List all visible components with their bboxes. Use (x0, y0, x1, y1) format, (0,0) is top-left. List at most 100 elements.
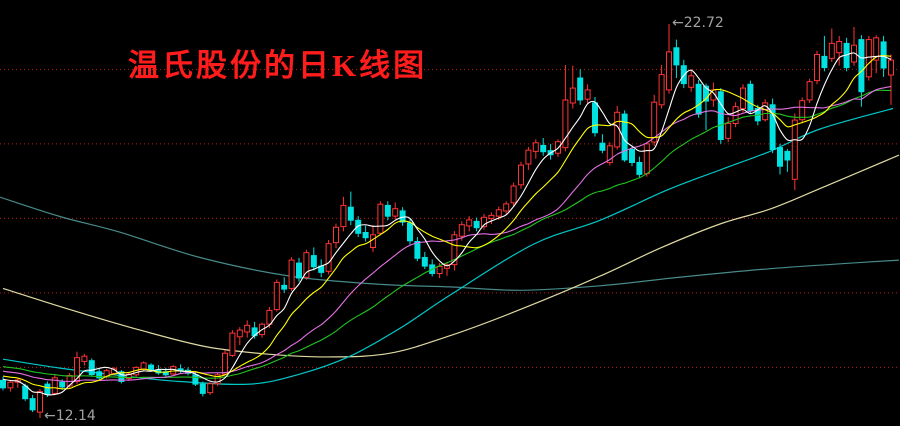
candle-down (703, 85, 709, 102)
ma-line-MA120 (2, 154, 900, 358)
candle-up (518, 164, 524, 186)
candle-down (355, 219, 362, 234)
candle-up (451, 234, 458, 266)
candle-down (858, 39, 865, 93)
candle-up (584, 89, 591, 100)
candle-down (407, 222, 413, 242)
candle-up (214, 374, 221, 385)
candle-up (170, 366, 177, 375)
candle-up (791, 119, 798, 180)
candle-up (333, 226, 339, 244)
candle-down (118, 371, 125, 382)
candle-up (229, 332, 236, 356)
ma-line-MA5 (2, 52, 892, 396)
candle-up (828, 42, 835, 59)
candle-up (495, 209, 502, 217)
candle-up (481, 216, 487, 228)
ma-line-MA60 (2, 107, 894, 386)
candle-down (673, 47, 680, 66)
candle-down (747, 83, 754, 111)
candle-up (273, 281, 280, 311)
candle-up (865, 39, 872, 78)
candle-up (303, 252, 310, 278)
candle-up (888, 59, 894, 76)
candle-up (836, 41, 843, 54)
candle-down (414, 241, 421, 259)
candle-down (59, 381, 66, 388)
candle-up (643, 143, 650, 175)
candle-down (680, 65, 687, 85)
candle-up (266, 309, 273, 325)
candle-down (310, 255, 317, 268)
candle-up (569, 87, 576, 104)
candle-up (377, 203, 384, 234)
candle-down (88, 360, 95, 376)
candle-down (192, 374, 199, 385)
candle-up (392, 208, 399, 217)
candle-up (806, 81, 813, 101)
candle-up (666, 51, 672, 91)
candle-up (288, 259, 295, 289)
candle-up (244, 324, 251, 333)
candle-up (688, 75, 695, 88)
candle-up (466, 219, 473, 227)
candle-up (651, 101, 658, 143)
candle-up (37, 391, 43, 413)
candle-down (421, 257, 428, 267)
candle-down (821, 55, 828, 69)
candle-down (473, 220, 480, 229)
candle-down (22, 385, 29, 400)
candle-down (592, 102, 598, 134)
candle-up (725, 122, 732, 139)
candle-up (658, 74, 665, 106)
candle-up (81, 355, 88, 362)
candle-down (769, 104, 776, 151)
candle-down (296, 262, 302, 279)
candle-down (96, 371, 103, 379)
candle-up (444, 264, 450, 269)
candle-down (148, 364, 154, 371)
candle-down (777, 147, 783, 167)
ma-line-MA20 (2, 85, 892, 382)
candle-down (717, 91, 724, 141)
candle-up (340, 204, 347, 228)
candle-up (458, 224, 465, 237)
candle-up (140, 362, 147, 370)
ma-line-MA10 (2, 55, 892, 390)
candle-down (347, 206, 354, 221)
ma-line-MA250 (0, 196, 900, 291)
candle-down (599, 142, 606, 151)
candle-up (222, 352, 228, 375)
ma-line-MA30 (2, 89, 892, 379)
candle-down (880, 41, 887, 69)
candle-down (362, 232, 369, 239)
candle-up (814, 54, 820, 82)
candle-up (503, 203, 510, 212)
candle-down (695, 83, 702, 115)
candle-up (436, 265, 443, 274)
candle-up (562, 99, 569, 149)
candle-up (799, 100, 806, 121)
candle-up (207, 383, 214, 394)
candle-down (621, 113, 628, 161)
candle-down (577, 77, 584, 101)
candle-up (7, 381, 14, 389)
candle-up (873, 37, 880, 61)
candle-down (44, 383, 51, 395)
candle-up (488, 214, 495, 219)
candle-up (236, 329, 243, 338)
candle-down (199, 383, 206, 394)
candle-down (29, 398, 36, 411)
candle-up (51, 377, 58, 394)
candle-down (636, 162, 643, 175)
candle-up (606, 145, 613, 164)
candle-up (532, 142, 539, 152)
candle-down (629, 149, 635, 163)
candle-down (784, 150, 791, 161)
candle-down (540, 144, 547, 153)
candle-down (384, 204, 391, 217)
candle-up (525, 149, 532, 165)
candle-down (281, 284, 288, 290)
